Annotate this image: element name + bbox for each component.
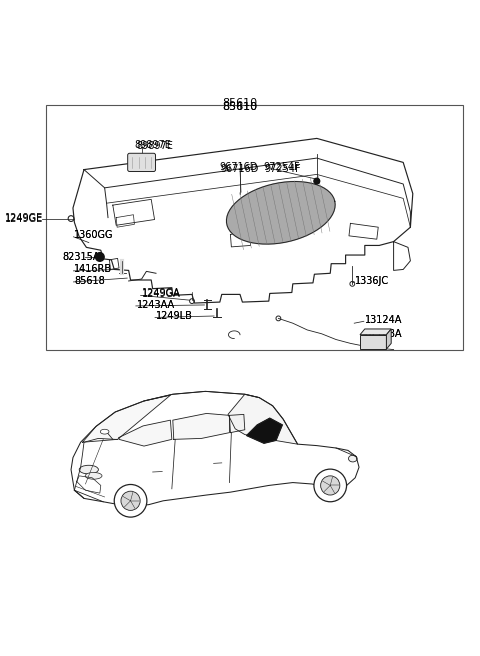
Text: 89897E: 89897E — [134, 140, 171, 150]
Circle shape — [96, 253, 104, 261]
Text: 1249GA: 1249GA — [142, 289, 180, 298]
FancyBboxPatch shape — [128, 154, 156, 171]
Text: 1416RB: 1416RB — [74, 264, 112, 274]
Text: 89897E: 89897E — [137, 140, 174, 151]
Text: 1243AA: 1243AA — [137, 300, 175, 310]
Ellipse shape — [348, 455, 357, 462]
Polygon shape — [360, 329, 391, 335]
Text: 1249GA: 1249GA — [142, 289, 180, 299]
Text: 13124A: 13124A — [365, 316, 402, 325]
Polygon shape — [119, 420, 172, 446]
Text: 97254F: 97254F — [264, 163, 300, 174]
Text: 87768A: 87768A — [365, 329, 402, 338]
Ellipse shape — [79, 465, 98, 474]
Polygon shape — [229, 415, 245, 433]
Circle shape — [321, 476, 340, 495]
Text: 82315A: 82315A — [62, 252, 100, 262]
Text: 82315A: 82315A — [62, 252, 100, 262]
Text: 1360GG: 1360GG — [74, 230, 114, 240]
Text: 85610: 85610 — [222, 98, 258, 108]
Text: 1249GE: 1249GE — [5, 214, 43, 224]
Text: 96716D: 96716D — [221, 163, 259, 174]
Text: 97254F: 97254F — [263, 162, 300, 173]
Ellipse shape — [85, 472, 102, 479]
Text: 1360GG: 1360GG — [74, 230, 114, 240]
Text: 85610: 85610 — [222, 102, 258, 112]
Circle shape — [114, 485, 147, 517]
Polygon shape — [83, 395, 170, 442]
Text: 13124A: 13124A — [365, 316, 402, 325]
Text: 87768A: 87768A — [365, 329, 402, 338]
FancyBboxPatch shape — [360, 335, 386, 349]
Polygon shape — [227, 182, 335, 244]
Circle shape — [314, 469, 347, 502]
Polygon shape — [228, 394, 298, 444]
Polygon shape — [247, 419, 282, 443]
Text: 1336JC: 1336JC — [355, 276, 389, 286]
Text: 1249LB: 1249LB — [156, 312, 193, 321]
Text: 96716D: 96716D — [220, 162, 258, 173]
Text: 1243AA: 1243AA — [137, 300, 175, 310]
Text: 1416RB: 1416RB — [74, 264, 112, 274]
Text: 1249LB: 1249LB — [156, 312, 193, 321]
Text: 85610: 85610 — [222, 102, 258, 112]
Circle shape — [314, 178, 320, 184]
Bar — [46, 105, 463, 350]
Text: 1249GE: 1249GE — [5, 213, 43, 222]
Text: 1336JC: 1336JC — [355, 276, 389, 286]
Polygon shape — [386, 329, 391, 349]
Ellipse shape — [100, 429, 109, 434]
Circle shape — [121, 491, 140, 510]
Text: 85618: 85618 — [74, 276, 105, 286]
Text: 85618: 85618 — [74, 276, 105, 286]
Polygon shape — [173, 413, 229, 440]
